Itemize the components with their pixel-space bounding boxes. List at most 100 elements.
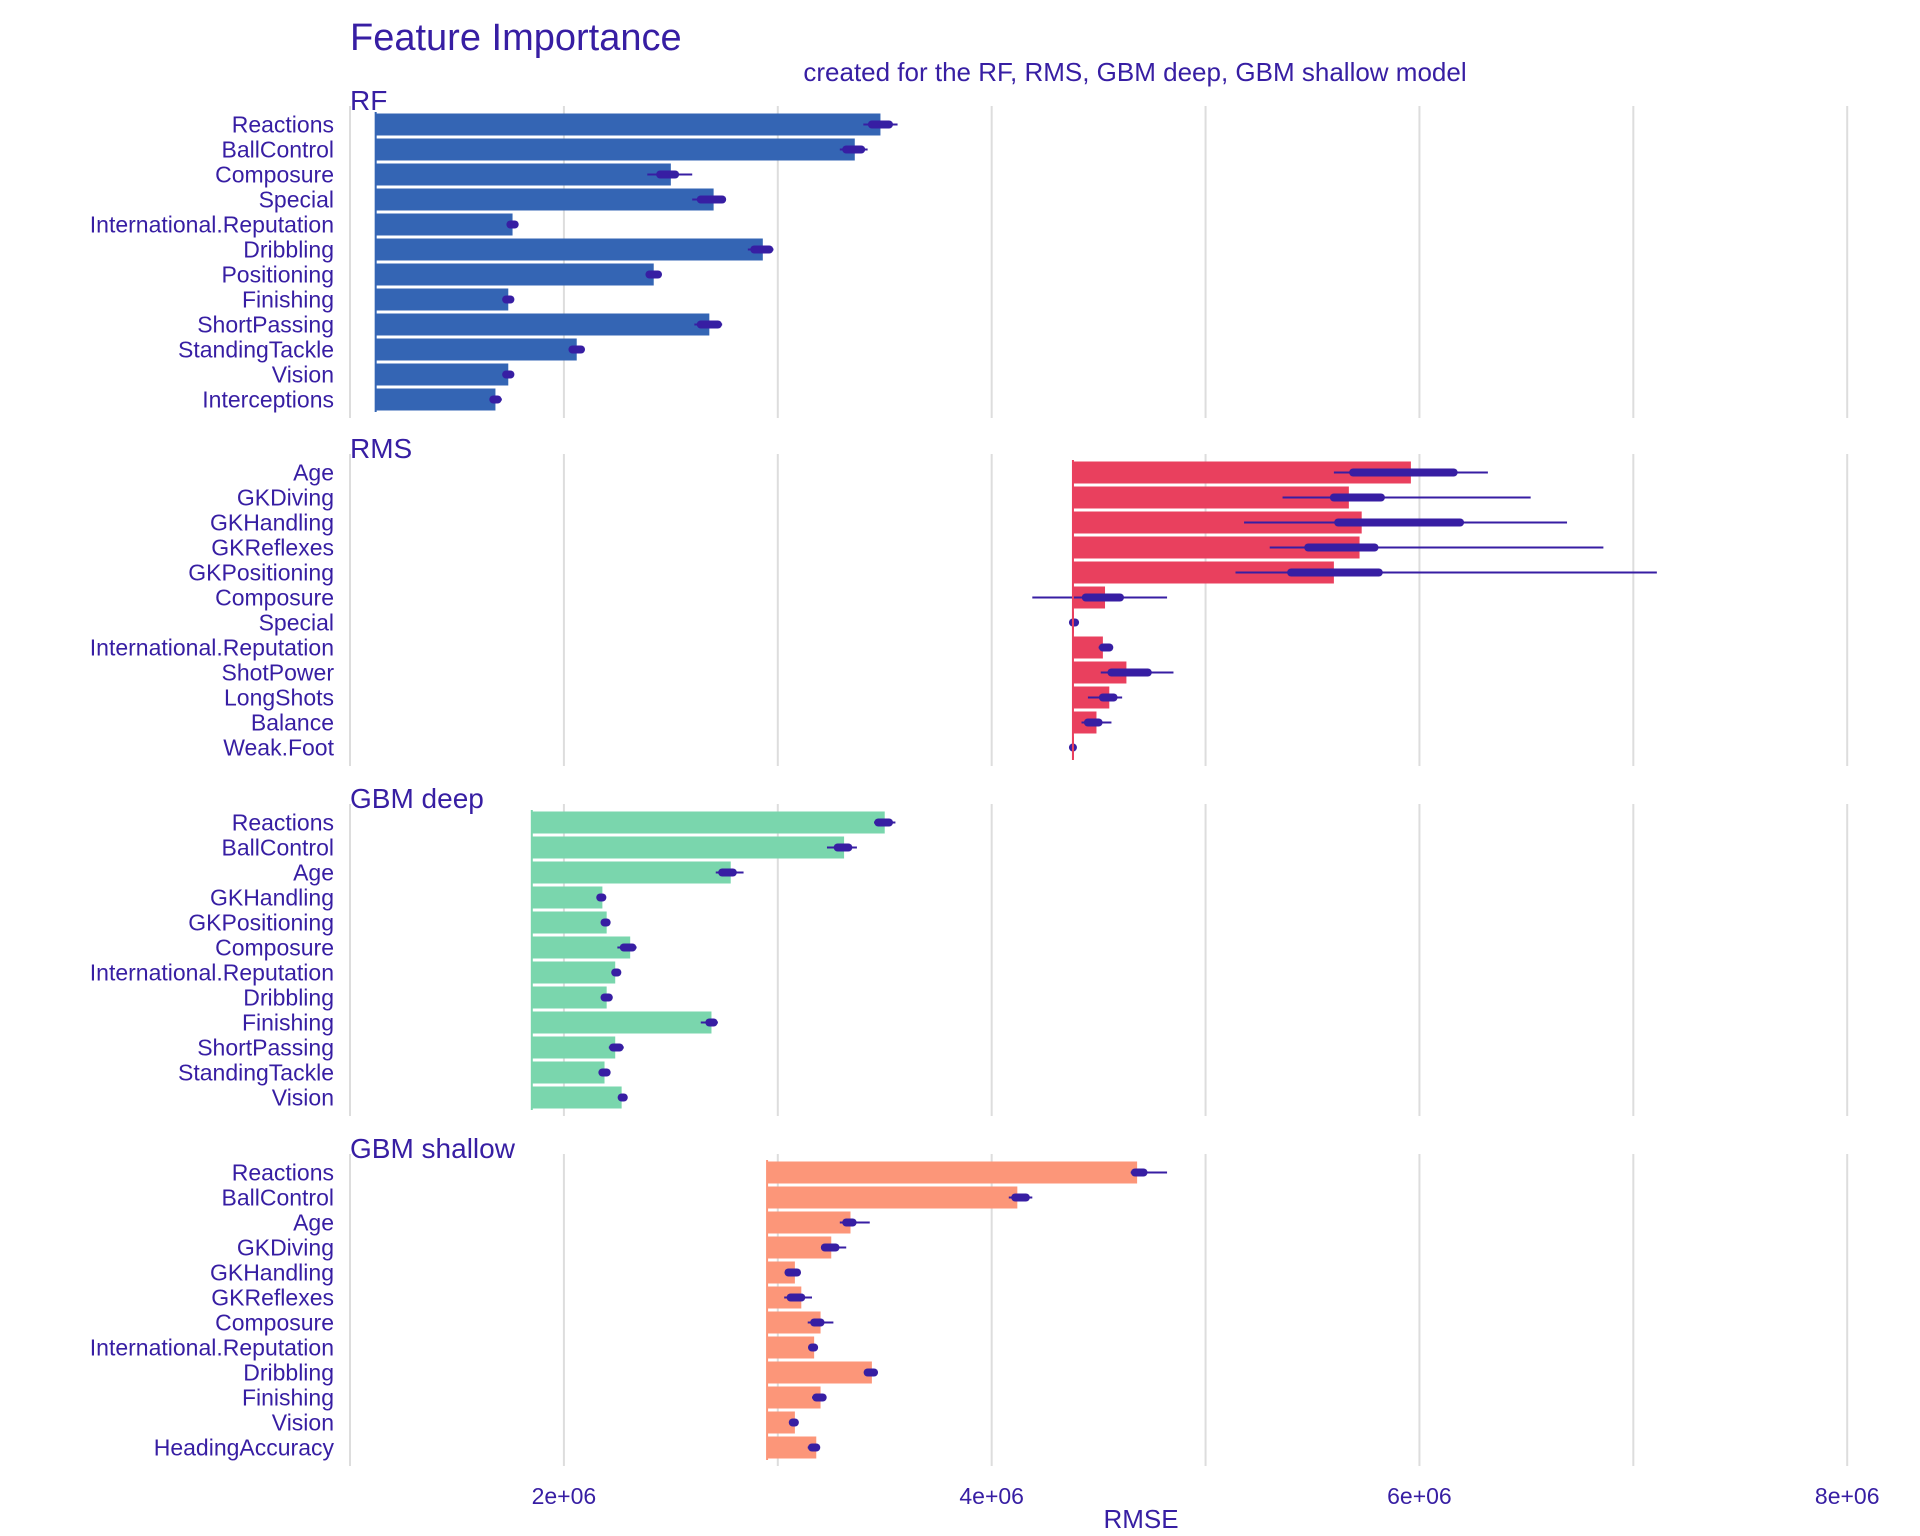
importance-bar (1072, 561, 1334, 584)
feature-label: Balance (251, 710, 334, 736)
feature-label: Composure (215, 935, 334, 961)
feature-label: GKReflexes (211, 535, 334, 561)
feature-label: Finishing (242, 1385, 334, 1411)
x-axis: 2e+06 4e+06 6e+06 8e+06 (532, 1483, 1880, 1509)
panel-rf: RFReactionsBallControlComposureSpecialIn… (90, 85, 1849, 418)
feature-label: Reactions (232, 1160, 334, 1186)
panel-label: GBM shallow (350, 1133, 516, 1164)
panel-label: RF (350, 85, 387, 116)
feature-label: Age (293, 1210, 334, 1236)
importance-bar (375, 138, 855, 161)
feature-label: GKReflexes (211, 1285, 334, 1311)
feature-label: LongShots (224, 685, 334, 711)
x-tick-label: 4e+06 (959, 1483, 1024, 1509)
importance-bar (375, 388, 496, 411)
feature-label: GKDiving (237, 485, 334, 511)
feature-label: Composure (215, 585, 334, 611)
feature-label: Dribbling (243, 985, 334, 1011)
x-tick-label: 8e+06 (1815, 1483, 1880, 1509)
feature-label: Special (259, 187, 334, 213)
feature-label: Positioning (221, 262, 334, 288)
feature-label: Composure (215, 162, 334, 188)
x-tick-label: 2e+06 (532, 1483, 597, 1509)
chart-title: Feature Importance (350, 17, 682, 59)
feature-label: Finishing (242, 287, 334, 313)
importance-bar (531, 986, 607, 1009)
importance-bar (1072, 486, 1349, 509)
feature-label: BallControl (222, 1185, 335, 1211)
importance-bar (1072, 461, 1411, 484)
importance-bar (375, 263, 654, 286)
importance-bar (767, 1411, 795, 1434)
feature-label: International.Reputation (90, 212, 334, 238)
feature-label: Vision (272, 1085, 334, 1111)
feature-label: GKHandling (210, 1260, 334, 1286)
feature-label: Finishing (242, 1010, 334, 1036)
feature-label: ShortPassing (197, 312, 334, 338)
importance-bar (375, 313, 710, 336)
importance-bar (531, 961, 616, 984)
feature-label: Vision (272, 1410, 334, 1436)
feature-label: StandingTackle (178, 1060, 334, 1086)
feature-label: Interceptions (202, 387, 334, 413)
importance-bar (375, 238, 763, 261)
feature-label: BallControl (222, 835, 335, 861)
feature-label: International.Reputation (90, 635, 334, 661)
feature-label: GKDiving (237, 1235, 334, 1261)
feature-label: International.Reputation (90, 1335, 334, 1361)
importance-bar (767, 1236, 832, 1259)
panels-layer: RFReactionsBallControlComposureSpecialIn… (90, 85, 1849, 1466)
feature-label: Age (293, 460, 334, 486)
feature-label: Reactions (232, 112, 334, 138)
feature-label: ShotPower (221, 660, 334, 686)
feature-label: GKHandling (210, 510, 334, 536)
feature-label: Composure (215, 1310, 334, 1336)
feature-label: Age (293, 860, 334, 886)
importance-bar (531, 836, 845, 859)
importance-bar (767, 1186, 1018, 1209)
panel-label: GBM deep (350, 783, 484, 814)
feature-label: BallControl (222, 137, 335, 163)
importance-bar (531, 1036, 616, 1059)
feature-label: Dribbling (243, 237, 334, 263)
importance-bar (767, 1311, 821, 1334)
importance-bar (767, 1361, 872, 1384)
feature-label: Reactions (232, 810, 334, 836)
importance-bar (767, 1261, 795, 1284)
importance-bar (531, 936, 631, 959)
importance-bar (1072, 661, 1127, 684)
panel-gbm-deep: GBM deep ReactionsBallControlAgeGKHandlin… (90, 783, 1849, 1116)
feature-label: GKHandling (210, 885, 334, 911)
feature-label: Vision (272, 362, 334, 388)
x-axis-title: RMSE (1103, 1504, 1178, 1534)
feature-label: Weak.Foot (223, 735, 334, 761)
importance-bar (375, 163, 671, 186)
importance-bar (375, 288, 509, 311)
importance-bar (1072, 636, 1103, 659)
feature-label: GKPositioning (188, 560, 334, 586)
importance-bar (767, 1161, 1138, 1184)
importance-bar (531, 1011, 712, 1034)
importance-bar (375, 213, 513, 236)
feature-label: StandingTackle (178, 337, 334, 363)
importance-bar (375, 188, 714, 211)
importance-bar (531, 886, 603, 909)
importance-bar (767, 1436, 817, 1459)
importance-bar (531, 811, 885, 834)
importance-bar (375, 363, 509, 386)
importance-bar (375, 113, 881, 136)
importance-bar (531, 1086, 622, 1109)
importance-bar (1072, 536, 1360, 559)
panel-rms: RMS AgeGKDivingGKHandlingGKReflexesGKPosi… (90, 433, 1849, 766)
importance-bar (531, 861, 731, 884)
feature-label: GKPositioning (188, 910, 334, 936)
importance-bar (767, 1336, 815, 1359)
feature-label: International.Reputation (90, 960, 334, 986)
importance-bar (1072, 511, 1362, 534)
feature-label: HeadingAccuracy (154, 1435, 335, 1461)
importance-bar (767, 1211, 851, 1234)
importance-bar (531, 1061, 605, 1084)
feature-label: Special (259, 610, 334, 636)
chart-subtitle: created for the RF, RMS, GBM deep, GBM s… (803, 57, 1466, 87)
